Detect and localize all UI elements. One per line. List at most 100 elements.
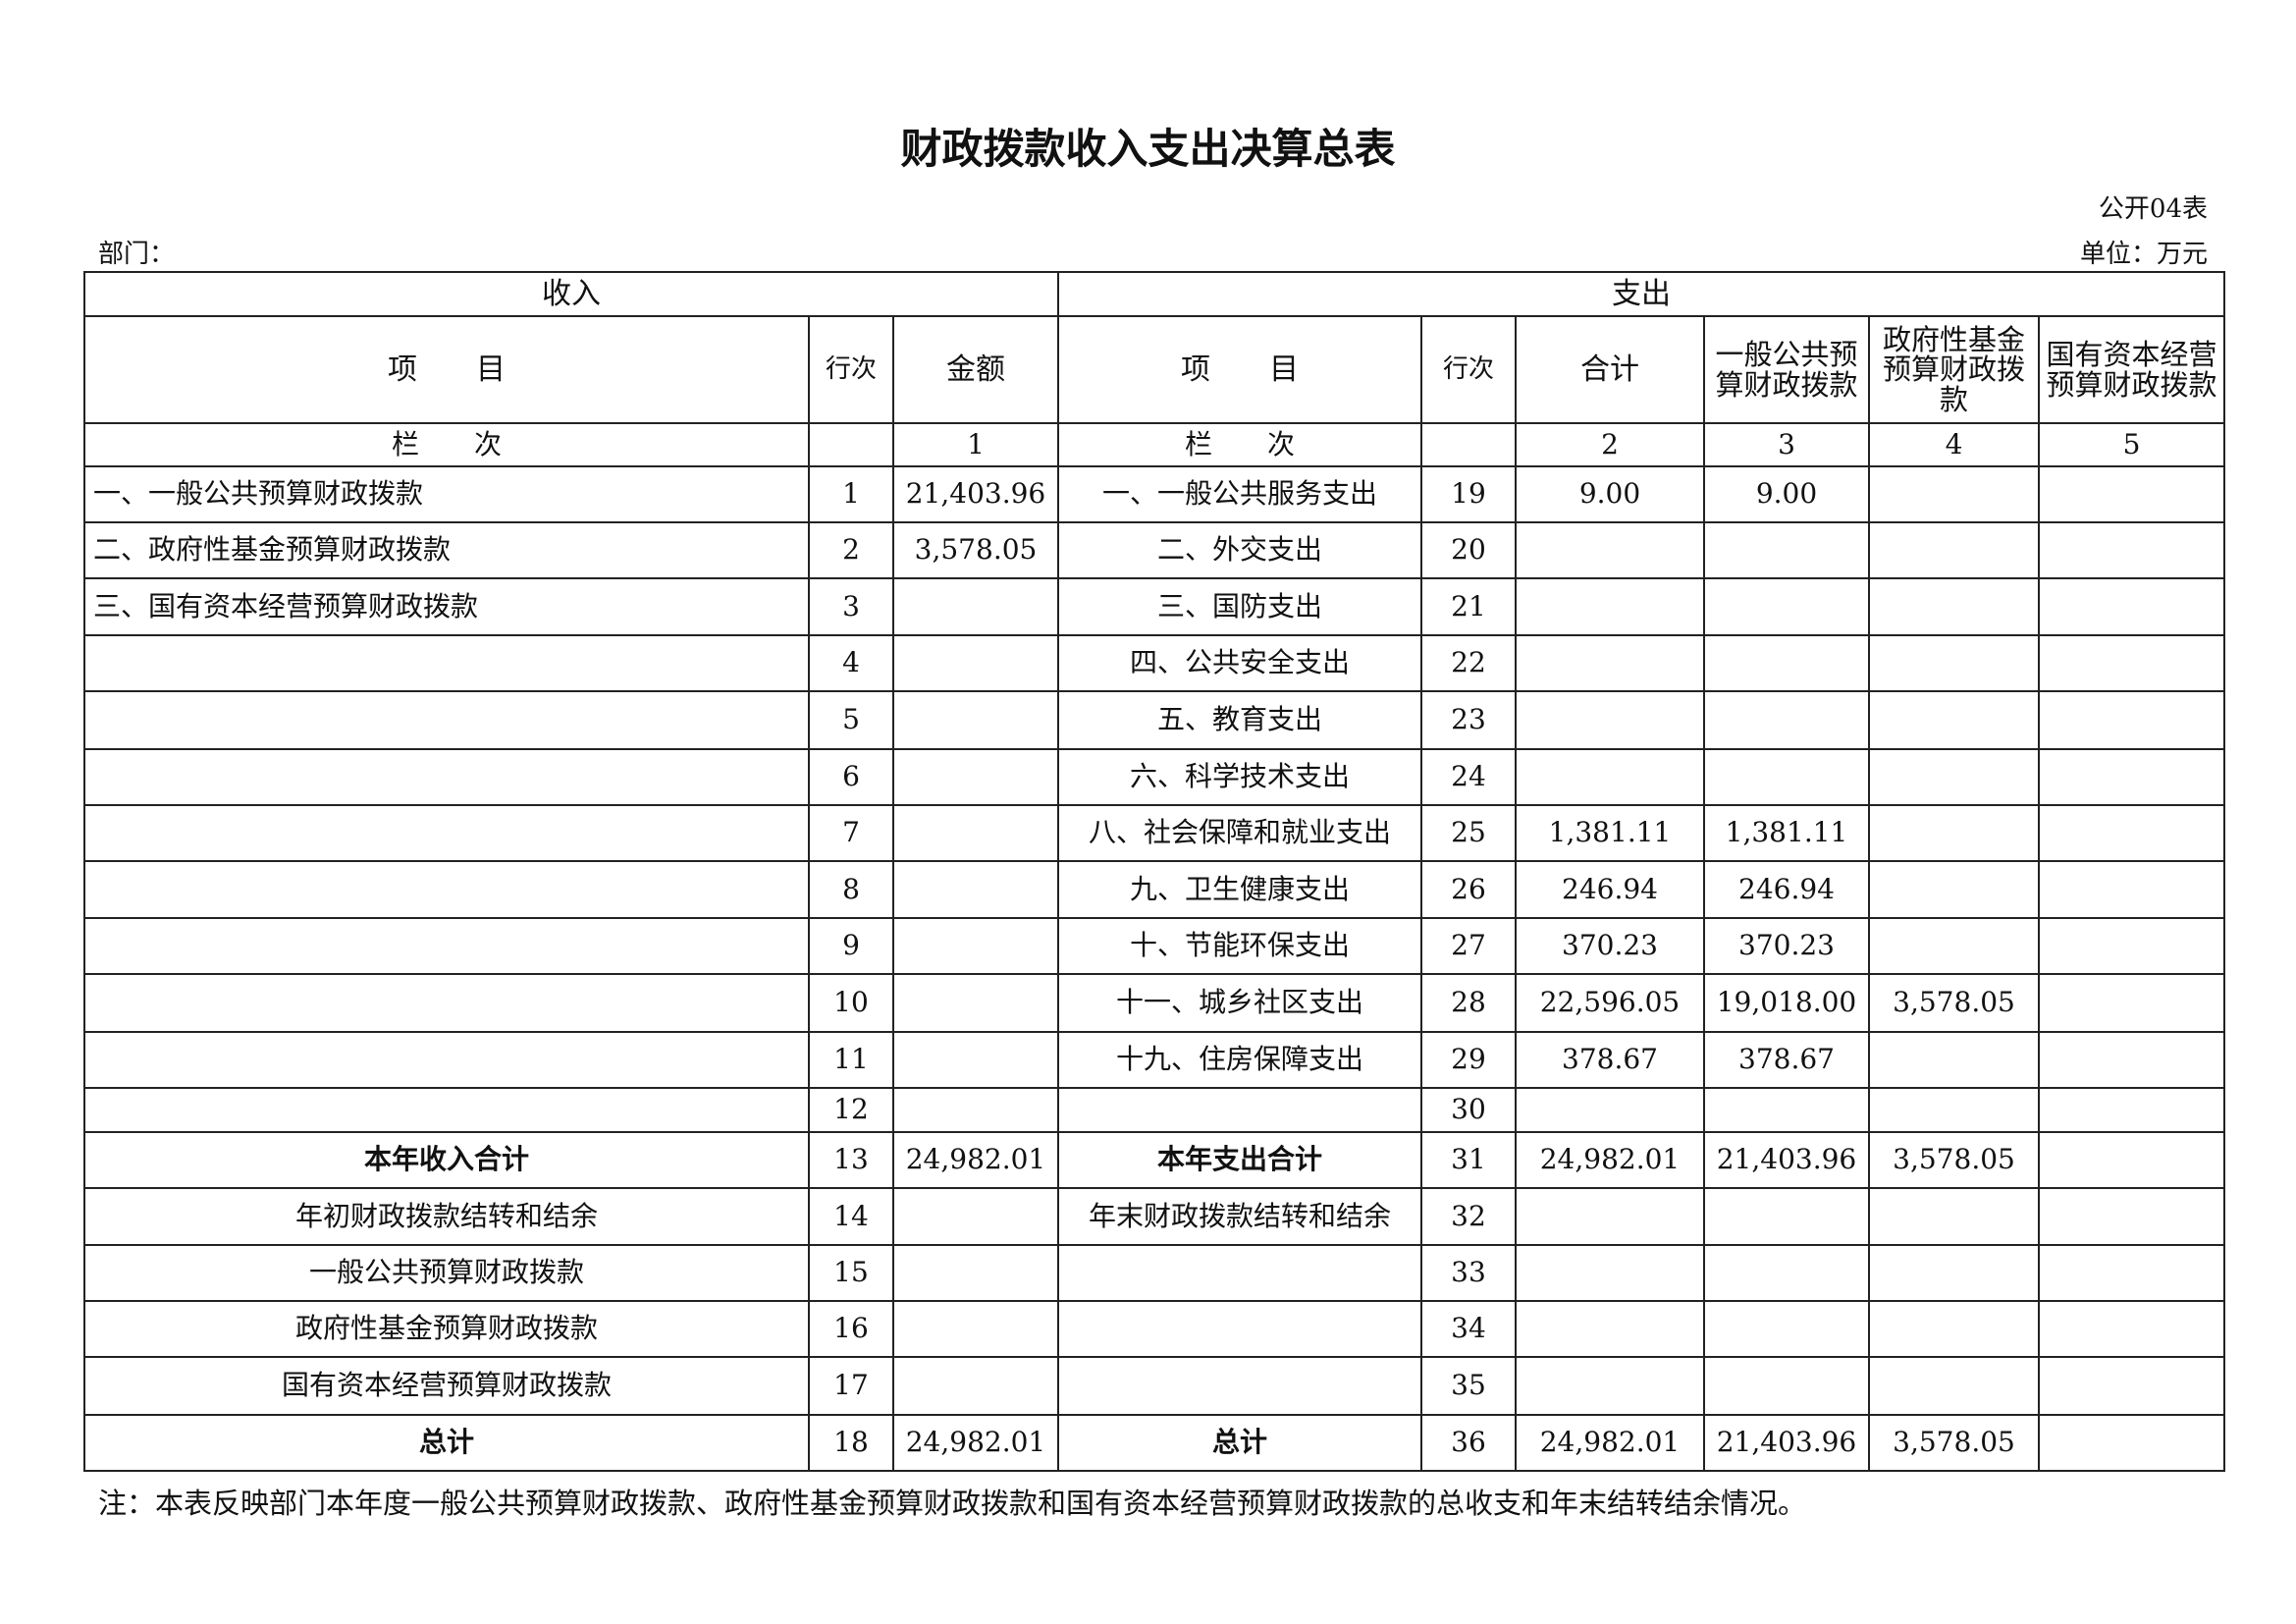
page-title: 财政拨款收入支出决算总表	[900, 125, 1396, 173]
expense-item	[1057, 1244, 1422, 1302]
state-capital-amount	[2038, 973, 2225, 1033]
expense-row-no: 29	[1420, 1031, 1517, 1089]
expense-row-no: 20	[1420, 521, 1517, 579]
state-capital-amount	[2038, 577, 2225, 636]
income-item	[83, 1087, 810, 1133]
income-row-no: 5	[808, 690, 894, 750]
expense-header: 支出	[1057, 271, 2225, 317]
general-budget-amount: 1,381.11	[1703, 804, 1870, 862]
income-row-no: 14	[808, 1187, 894, 1246]
income-amount: 21,403.96	[892, 465, 1059, 523]
expense-row-no: 25	[1420, 804, 1517, 862]
income-item	[83, 860, 810, 919]
total-amount	[1515, 634, 1705, 692]
expense-row-no: 36	[1420, 1414, 1517, 1472]
income-row-no: 18	[808, 1414, 894, 1472]
total-amount: 9.00	[1515, 465, 1705, 523]
total-amount	[1515, 1087, 1705, 1133]
income-amount	[892, 748, 1059, 806]
gov-fund-amount	[1868, 748, 2040, 806]
income-item: 一般公共预算财政拨款	[83, 1244, 810, 1302]
expense-item: 八、社会保障和就业支出	[1057, 804, 1422, 862]
column-label: 栏 次	[83, 422, 810, 467]
income-row-no: 16	[808, 1300, 894, 1358]
expense-row-no: 35	[1420, 1356, 1517, 1416]
income-amount	[892, 634, 1059, 692]
expense-item: 六、科学技术支出	[1057, 748, 1422, 806]
table-row: 9 十、节能环保支出 27 370.23 370.23	[83, 917, 2225, 975]
income-row-no: 9	[808, 917, 894, 975]
expense-item: 十一、城乡社区支出	[1057, 973, 1422, 1033]
expense-item: 三、国防支出	[1057, 577, 1422, 636]
total-amount: 22,596.05	[1515, 973, 1705, 1033]
gov-fund-amount	[1868, 521, 2040, 579]
income-row-no: 10	[808, 973, 894, 1033]
income-row-no: 11	[808, 1031, 894, 1089]
income-amount	[892, 1087, 1059, 1133]
income-row-no: 2	[808, 521, 894, 579]
income-row-no: 7	[808, 804, 894, 862]
state-capital-amount	[2038, 1244, 2225, 1302]
expense-item: 一、一般公共服务支出	[1057, 465, 1422, 523]
general-budget-amount: 246.94	[1703, 860, 1870, 919]
gov-fund-amount	[1868, 1356, 2040, 1416]
expense-row-no: 30	[1420, 1087, 1517, 1133]
income-item: 政府性基金预算财政拨款	[83, 1300, 810, 1358]
general-budget-amount: 9.00	[1703, 465, 1870, 523]
expense-row-no: 21	[1420, 577, 1517, 636]
income-item	[83, 690, 810, 750]
general-budget-amount	[1703, 1187, 1870, 1246]
table-body: 一、一般公共预算财政拨款 1 21,403.96 一、一般公共服务支出 19 9.00 9.…	[83, 465, 2225, 1472]
table-row: 总计 18 24,982.01 总计 36 24,982.01 21,403.96 3,578…	[83, 1414, 2225, 1472]
table-row: 二、政府性基金预算财政拨款 2 3,578.05 二、外交支出 20	[83, 521, 2225, 579]
expense-row-no: 28	[1420, 973, 1517, 1033]
total-amount	[1515, 521, 1705, 579]
gov-fund-amount	[1868, 1244, 2040, 1302]
footnote: 注：本表反映部门本年度一般公共预算财政拨款、政府性基金预算财政拨款和国有资本经营…	[98, 1487, 1807, 1520]
gov-fund-amount	[1868, 1031, 2040, 1089]
income-item: 一、一般公共预算财政拨款	[83, 465, 810, 523]
expense-row-no: 34	[1420, 1300, 1517, 1358]
income-amount	[892, 804, 1059, 862]
total-amount	[1515, 1244, 1705, 1302]
income-amount	[892, 973, 1059, 1033]
gov-fund-amount	[1868, 465, 2040, 523]
gov-fund-amount	[1868, 860, 2040, 919]
table-row: 10 十一、城乡社区支出 28 22,596.05 19,018.00 3,578.05	[83, 973, 2225, 1033]
gov-fund-amount	[1868, 1300, 2040, 1358]
expense-item: 总计	[1057, 1414, 1422, 1472]
total-amount	[1515, 1187, 1705, 1246]
expense-row-no: 22	[1420, 634, 1517, 692]
expense-item: 年末财政拨款结转和结余	[1057, 1187, 1422, 1246]
income-item	[83, 748, 810, 806]
gov-fund-amount: 3,578.05	[1868, 1131, 2040, 1189]
state-capital-amount	[2038, 917, 2225, 975]
expense-row-no: 27	[1420, 917, 1517, 975]
general-budget-amount	[1703, 577, 1870, 636]
income-amount: 24,982.01	[892, 1414, 1059, 1472]
expense-item: 十九、住房保障支出	[1057, 1031, 1422, 1089]
income-amount	[892, 917, 1059, 975]
total-amount	[1515, 690, 1705, 750]
state-capital-amount	[2038, 1031, 2225, 1089]
general-budget-amount	[1703, 690, 1870, 750]
state-capital-amount	[2038, 465, 2225, 523]
income-row-no: 13	[808, 1131, 894, 1189]
income-row-no: 3	[808, 577, 894, 636]
general-budget-amount: 378.67	[1703, 1031, 1870, 1089]
expense-item: 十、节能环保支出	[1057, 917, 1422, 975]
gov-fund-amount	[1868, 917, 2040, 975]
expense-row-no: 19	[1420, 465, 1517, 523]
gov-fund-header: 政府性基金预算财政拨款	[1868, 315, 2040, 424]
income-header: 收入	[83, 271, 1059, 317]
table-row: 一般公共预算财政拨款 15 33	[83, 1244, 2225, 1302]
state-capital-amount	[2038, 1300, 2225, 1358]
empty-cell	[808, 422, 894, 467]
income-amount	[892, 1187, 1059, 1246]
state-capital-amount	[2038, 804, 2225, 862]
income-amount	[892, 860, 1059, 919]
column-label: 栏 次	[1057, 422, 1422, 467]
general-budget-amount	[1703, 1356, 1870, 1416]
table-row: 12 30	[83, 1087, 2225, 1133]
table-row: 本年收入合计 13 24,982.01 本年支出合计 31 24,982.01 21,403…	[83, 1131, 2225, 1189]
